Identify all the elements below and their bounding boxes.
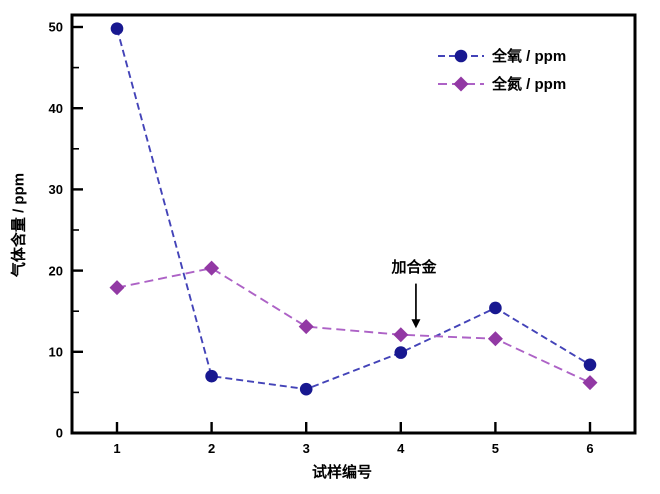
- y-axis-tick-label: 0: [56, 426, 63, 441]
- x-axis-tick-label: 2: [208, 441, 215, 456]
- y-axis-tick-label: 30: [49, 182, 63, 197]
- y-axis-tick-label: 10: [49, 344, 63, 359]
- plot-frame: [70, 13, 637, 435]
- annotation-arrowhead-icon: [411, 319, 421, 329]
- series-line-oxygen: [116, 28, 591, 391]
- y-axis-tick-label: 50: [49, 20, 63, 35]
- data-point-oxygen-6: [583, 358, 597, 372]
- legend-sample-oxygen-line-icon: [438, 49, 484, 62]
- data-point-nitrogen-2: [204, 260, 220, 276]
- x-axis-tick-label: 4: [397, 441, 405, 456]
- data-point-nitrogen-1: [109, 280, 125, 296]
- legend-marker-diamond-icon: [453, 76, 469, 91]
- data-point-oxygen-2: [205, 369, 218, 383]
- x-axis-tick-label: 1: [113, 441, 120, 456]
- y-axis-tick-label: 40: [49, 101, 63, 116]
- legend: 全氧 / ppm 全氮 / ppm: [438, 45, 566, 94]
- data-point-nitrogen-3: [298, 319, 314, 335]
- data-point-nitrogen-5: [487, 331, 503, 347]
- x-axis-tick-label: 3: [303, 441, 310, 456]
- data-point-oxygen-5: [489, 301, 502, 315]
- data-point-nitrogen-4: [393, 327, 409, 343]
- legend-marker-circle-icon: [454, 49, 468, 62]
- data-point-nitrogen-6: [582, 375, 598, 391]
- series-line-nitrogen: [116, 267, 591, 384]
- data-point-oxygen-3: [299, 382, 313, 396]
- legend-entry-nitrogen: 全氮 / ppm: [438, 73, 566, 94]
- x-axis-title: 试样编号: [311, 464, 373, 481]
- legend-entry-oxygen: 全氧 / ppm: [438, 45, 566, 66]
- data-point-oxygen-4: [394, 346, 408, 359]
- x-axis-tick-label: 5: [492, 441, 499, 456]
- legend-label-oxygen: 全氧 / ppm: [492, 48, 567, 65]
- annotation-text: 加合金: [391, 259, 437, 276]
- y-axis-title: 气体含量 / ppm: [10, 172, 28, 278]
- y-axis-tick-label: 20: [49, 263, 63, 278]
- x-axis-tick-label: 6: [586, 441, 593, 456]
- data-point-oxygen-1: [110, 22, 124, 35]
- legend-sample-nitrogen-line-icon: [438, 76, 484, 91]
- legend-label-nitrogen: 全氮 / ppm: [492, 76, 567, 93]
